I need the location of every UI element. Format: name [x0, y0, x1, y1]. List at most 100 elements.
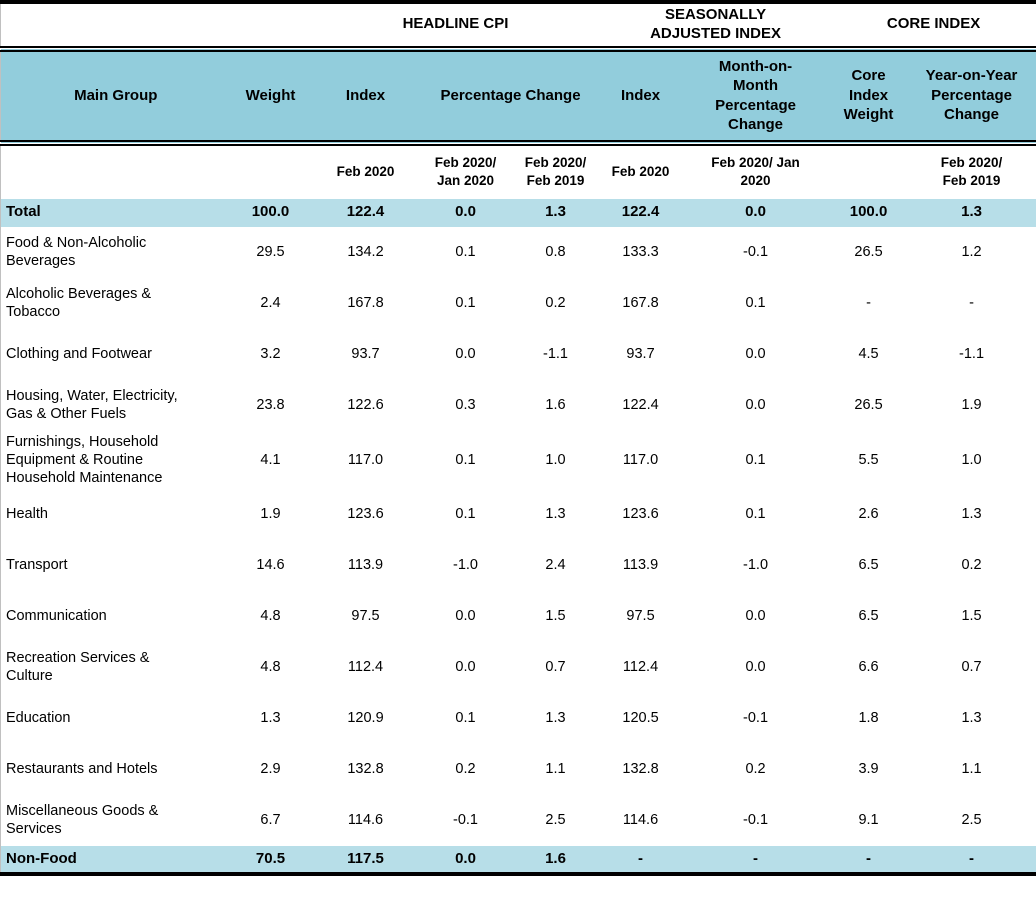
- period-mom: Feb 2020/ Jan 2020: [420, 142, 511, 199]
- cell-value: 132.8: [347, 761, 384, 778]
- cell-value: -0.1: [743, 243, 769, 260]
- row-label-text: Total: [6, 203, 41, 221]
- row-label: Food & Non-Alcoholic Beverages: [1, 227, 231, 278]
- cell-value: 97.5: [626, 608, 655, 625]
- cell-value: 6.5: [858, 557, 879, 574]
- cell-value: -: [866, 294, 871, 311]
- row-label: Health: [1, 489, 231, 540]
- row-label: Housing, Water, Electricity, Gas & Other…: [1, 380, 231, 431]
- column-header-core-index-weight: Core Index Weight: [830, 48, 907, 146]
- cell-value: 0.0: [745, 345, 766, 362]
- row-label-text: Housing, Water, Electricity, Gas & Other…: [6, 387, 178, 422]
- group-header-label: CORE INDEX: [886, 15, 981, 33]
- table-row: Alcoholic Beverages & Tobacco 2.4 167.8 0.1…: [1, 278, 1036, 329]
- period-label: Feb 2020/ Jan 2020: [434, 155, 497, 188]
- cell-value: 123.6: [347, 506, 384, 523]
- column-header-label: Index: [345, 86, 386, 104]
- table-body: Total 100.0 122.4 0.0 1.3 122.4 0.0 100.0 1.3 Foo…: [0, 198, 1036, 874]
- cell-value: 0.1: [745, 294, 766, 311]
- row-label-text: Miscellaneous Goods & Services: [6, 803, 159, 838]
- cell-value: 1.6: [510, 845, 601, 874]
- cell-value: 23.8: [256, 396, 285, 413]
- cell-value: 0.1: [745, 506, 766, 523]
- cell-value: 0.1: [455, 451, 476, 468]
- column-header-label: Month-on-Month Percentage Change: [715, 57, 796, 134]
- cell-value: 0.0: [420, 198, 511, 227]
- cell-value: 1.1: [545, 761, 566, 778]
- cell-value: 2.5: [545, 812, 566, 829]
- cell-value: 1.2: [961, 243, 982, 260]
- period-header-row: Feb 2020 Feb 2020/ Jan 2020 Feb 2020/ Fe…: [0, 142, 1036, 199]
- row-label-text: Alcoholic Beverages & Tobacco: [6, 285, 152, 320]
- cell-value: 133.3: [622, 243, 659, 260]
- row-label: Miscellaneous Goods & Services: [1, 795, 231, 846]
- cell-value: 0.1: [745, 451, 766, 468]
- cell-value: -1.0: [453, 557, 478, 574]
- period-yoy: Feb 2020/ Feb 2019: [510, 142, 601, 199]
- cell-value: 1.3: [545, 506, 566, 523]
- table-row: Health 1.9 123.6 0.1 1.3 123.6 0.1 2.6 1.3: [1, 489, 1036, 540]
- table-row: Education 1.3 120.9 0.1 1.3 120.5 -0.1 1.8 1.3: [1, 693, 1036, 744]
- column-header-mom-percentage-change: Month-on-Month Percentage Change: [680, 48, 831, 146]
- cell-value: 9.1: [858, 812, 879, 829]
- cell-value: 2.9: [260, 761, 281, 778]
- cell-value: 0.1: [455, 710, 476, 727]
- cell-value: 93.7: [351, 345, 380, 362]
- cell-value: 114.6: [347, 812, 384, 829]
- period-blank: [0, 142, 231, 199]
- cell-value: 167.8: [347, 294, 384, 311]
- cell-value: 167.8: [622, 294, 659, 311]
- column-header-percentage-change: Percentage Change: [420, 48, 601, 146]
- cell-value: 0.2: [745, 761, 766, 778]
- cell-value: 6.5: [858, 608, 879, 625]
- row-label-text: Food & Non-Alcoholic Beverages: [6, 234, 147, 269]
- row-label-text: Furnishings, Household Equipment & Routi…: [6, 433, 163, 486]
- row-label-text: Clothing and Footwear: [6, 345, 152, 362]
- column-header-index: Index: [310, 48, 421, 146]
- period-core-yoy: Feb 2020/ Feb 2019: [906, 142, 1036, 199]
- cell-value: -: [680, 845, 831, 874]
- row-label: Alcoholic Beverages & Tobacco: [1, 278, 231, 329]
- cell-value: 0.1: [455, 243, 476, 260]
- cell-value: 114.6: [622, 812, 659, 829]
- cell-value: 0.0: [745, 396, 766, 413]
- cell-value: 120.5: [622, 710, 659, 727]
- cell-value: 100.0: [230, 198, 311, 227]
- table-row: Clothing and Footwear 3.2 93.7 0.0 -1.1 93.7 0…: [1, 329, 1036, 380]
- row-label-text: Health: [6, 506, 48, 523]
- row-label-text: Communication: [6, 608, 107, 625]
- column-header-row: Main Group Weight Index Percentage Chang…: [0, 48, 1036, 146]
- cell-value: 113.9: [347, 557, 384, 574]
- column-header-label: Percentage Change: [440, 86, 581, 104]
- group-header-label: HEADLINE CPI: [402, 15, 509, 33]
- row-label-text: Non-Food: [6, 849, 77, 867]
- period-label: Feb 2020: [336, 164, 395, 180]
- cell-value: 117.0: [622, 451, 659, 468]
- cell-value: 113.9: [622, 557, 659, 574]
- cell-value: 0.7: [545, 659, 566, 676]
- cell-value: 1.3: [510, 198, 601, 227]
- cell-value: -: [906, 845, 1036, 874]
- cell-value: 3.9: [858, 761, 879, 778]
- row-label: Recreation Services & Culture: [1, 642, 231, 693]
- row-label: Non-Food: [0, 845, 231, 874]
- row-label-text: Education: [6, 710, 71, 727]
- cell-value: 132.8: [622, 761, 659, 778]
- cell-value: -0.1: [743, 710, 769, 727]
- cell-value: 1.0: [545, 451, 566, 468]
- cell-value: 122.6: [347, 396, 384, 413]
- cell-value: 112.4: [622, 659, 659, 676]
- cell-value: 6.6: [858, 659, 879, 676]
- cell-value: 26.5: [854, 243, 883, 260]
- cell-value: -: [830, 845, 907, 874]
- cell-value: 4.5: [858, 345, 879, 362]
- row-label-text: Transport: [6, 557, 68, 574]
- cell-value: 2.4: [260, 294, 281, 311]
- cell-value: 0.1: [455, 294, 476, 311]
- table-row: Communication 4.8 97.5 0.0 1.5 97.5 0.0 6.5 1.5: [1, 591, 1036, 642]
- cell-value: 26.5: [854, 396, 883, 413]
- table-row: Food & Non-Alcoholic Beverages 29.5 134.2 0…: [1, 227, 1036, 278]
- cell-value: 1.6: [545, 396, 566, 413]
- table-row: Restaurants and Hotels 2.9 132.8 0.2 1.1 132.…: [1, 744, 1036, 795]
- column-header-label: Index: [620, 86, 661, 104]
